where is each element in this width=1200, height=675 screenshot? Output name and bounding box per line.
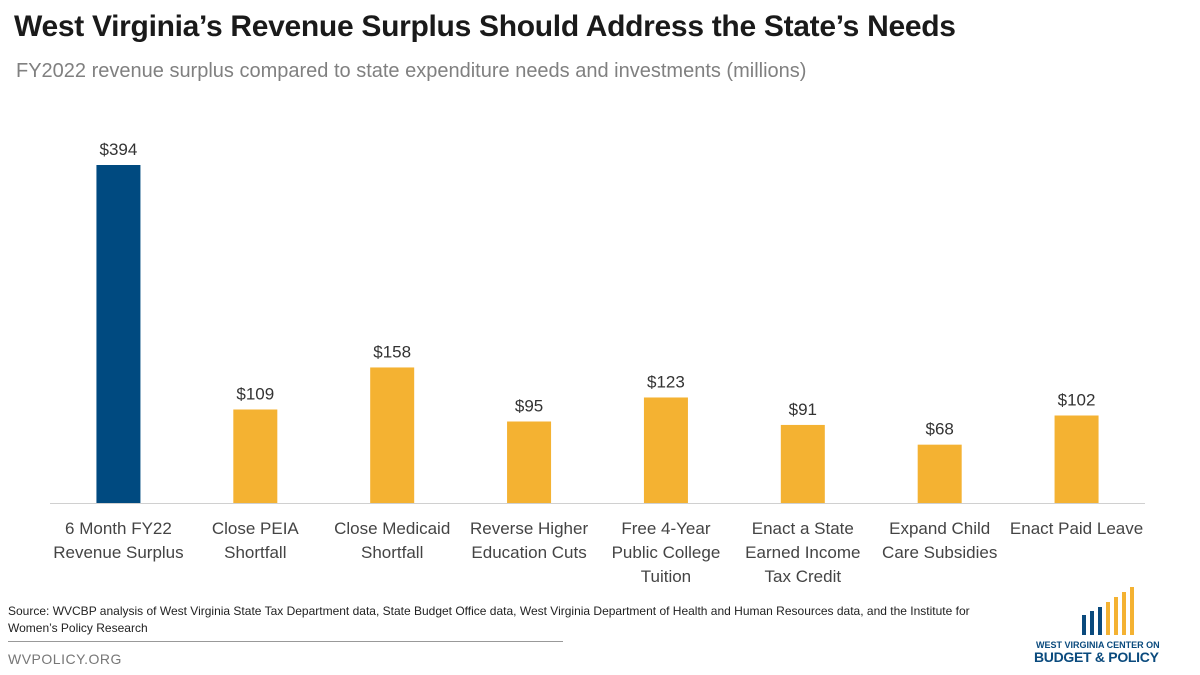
logo-line-1: WEST VIRGINIA CENTER ON bbox=[1036, 640, 1160, 650]
category-label: Reverse Higher Education Cuts bbox=[470, 519, 588, 562]
bar-chart: $394 6 Month FY22 Revenue Surplus $109 Close… bbox=[50, 140, 1145, 586]
wvcbp-logo: WEST VIRGINIA CENTER ON BUDGET & POLICY bbox=[1030, 585, 1190, 665]
data-label: $158 bbox=[373, 342, 411, 361]
data-label: $95 bbox=[515, 397, 543, 416]
bar bbox=[507, 421, 552, 503]
category-label: Enact a State Earned Income Tax Credit bbox=[745, 519, 860, 586]
category-label: Close Medicaid Shortfall bbox=[334, 519, 450, 562]
data-label: $109 bbox=[236, 384, 274, 403]
data-label: $68 bbox=[926, 420, 954, 439]
data-label: $123 bbox=[647, 372, 685, 391]
bar bbox=[233, 409, 278, 503]
data-label: $91 bbox=[789, 400, 817, 419]
source-note: Source: WVCBP analysis of West Virginia … bbox=[8, 604, 970, 635]
category-label: Expand Child Care Subsidies bbox=[882, 519, 997, 562]
category-label: Close PEIA Shortfall bbox=[212, 519, 300, 562]
footer-divider bbox=[8, 641, 563, 642]
data-label: $394 bbox=[100, 140, 138, 159]
bar bbox=[780, 424, 825, 503]
website-link[interactable]: WVPOLICY.ORG bbox=[8, 651, 122, 667]
chart-subtitle: FY2022 revenue surplus compared to state… bbox=[16, 60, 807, 82]
bar bbox=[1054, 415, 1099, 503]
bar bbox=[96, 165, 141, 503]
bar bbox=[917, 444, 962, 503]
bar bbox=[370, 367, 415, 503]
logo-bars-icon bbox=[1082, 587, 1134, 635]
logo-line-2: BUDGET & POLICY bbox=[1034, 649, 1159, 665]
chart-title: West Virginia’s Revenue Surplus Should A… bbox=[14, 10, 956, 43]
category-label: Free 4-Year Public College Tuition bbox=[612, 519, 721, 586]
bar bbox=[643, 397, 688, 503]
category-label: 6 Month FY22 Revenue Surplus bbox=[53, 519, 183, 562]
category-label: Enact Paid Leave bbox=[1010, 519, 1143, 538]
data-label: $102 bbox=[1058, 390, 1096, 409]
